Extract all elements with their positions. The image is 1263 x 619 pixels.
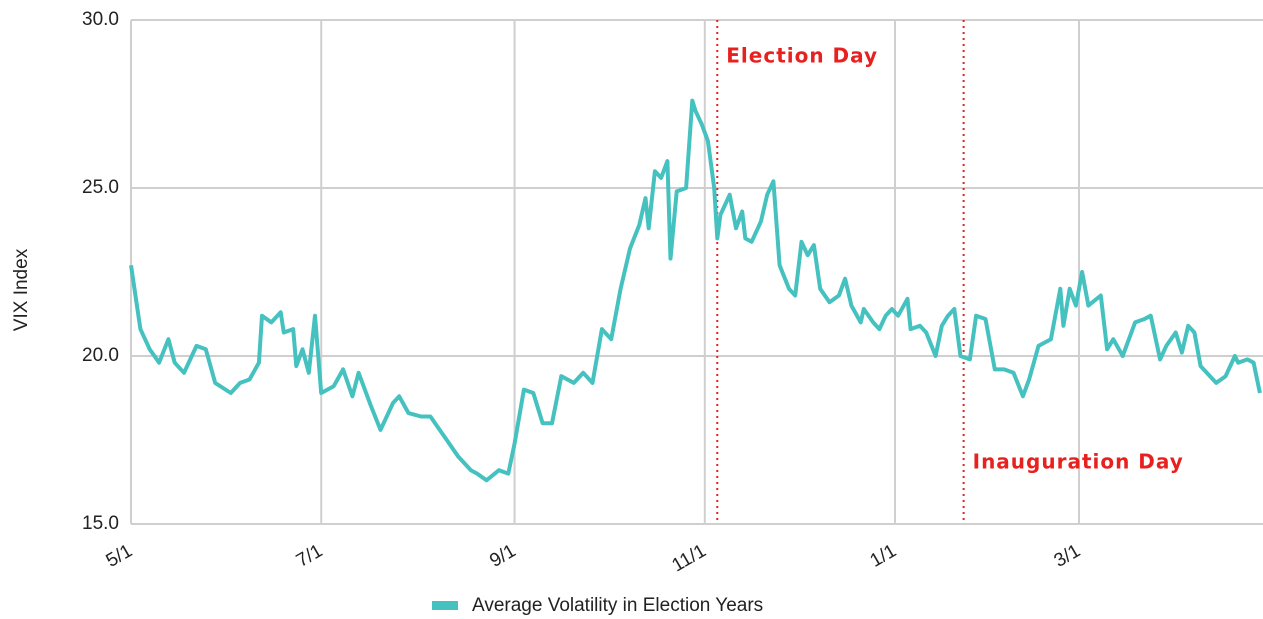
x-tick-label: 7/1 — [293, 540, 326, 571]
x-tick-label: 9/1 — [486, 540, 519, 571]
x-tick-label: 5/1 — [103, 540, 136, 571]
annotation-label: Election Day — [726, 44, 878, 68]
y-tick-label: 30.0 — [82, 9, 119, 30]
y-axis-label: VIX Index — [11, 248, 32, 331]
x-tick-label: 3/1 — [1051, 540, 1084, 571]
legend-label: Average Volatility in Election Years — [472, 595, 763, 616]
x-tick-label: 11/1 — [668, 540, 709, 576]
legend-swatch — [432, 601, 458, 610]
y-tick-label: 25.0 — [82, 177, 119, 198]
annotation-label: Inauguration Day — [973, 450, 1184, 474]
y-tick-label: 20.0 — [82, 345, 119, 366]
x-tick-label: 1/1 — [867, 540, 900, 571]
y-tick-label: 15.0 — [82, 513, 119, 534]
series-line — [129, 98, 1262, 483]
